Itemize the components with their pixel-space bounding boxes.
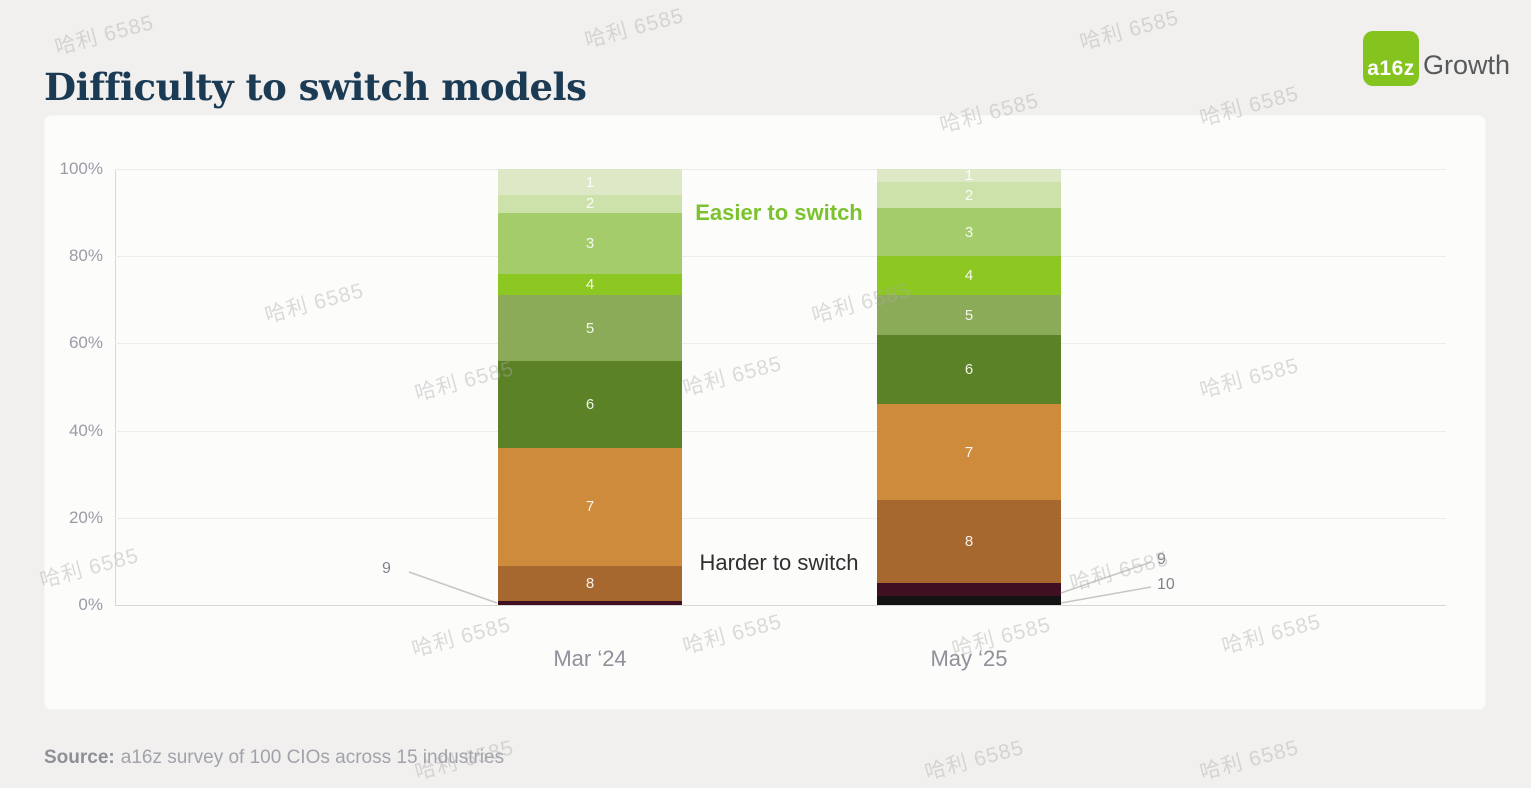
source-label: Source: <box>44 747 115 768</box>
annotation-easier-to-switch: Easier to switch <box>695 200 863 225</box>
bar-segment-4: 4 <box>498 273 682 296</box>
callout-line-may-10 <box>1060 586 1152 604</box>
bar-segment-7: 7 <box>877 404 1061 501</box>
bar-segment-6: 6 <box>877 334 1061 405</box>
y-tick-label: 60% <box>68 333 103 353</box>
segment-label: 6 <box>964 361 974 379</box>
bar-segment-7: 7 <box>498 448 682 566</box>
a16z-logo-mark: a16z <box>1363 31 1419 86</box>
gridline <box>115 343 1446 345</box>
bar-segment-5: 5 <box>877 295 1061 335</box>
segment-label: 2 <box>964 186 974 204</box>
segment-label: 4 <box>964 267 974 285</box>
bar-segment-2: 2 <box>877 182 1061 209</box>
y-tick-label: 20% <box>68 507 103 527</box>
segment-label: 1 <box>964 167 974 185</box>
segment-label: 8 <box>964 533 974 551</box>
y-tick-label: 40% <box>68 420 103 440</box>
bar-segment-1: 1 <box>498 169 682 196</box>
watermark-text: 哈利 6585 <box>52 11 157 60</box>
callout-line-may-9 <box>1060 561 1152 594</box>
segment-label: 5 <box>585 319 595 337</box>
bar-segment-6: 6 <box>498 360 682 448</box>
callout-label-mar-9: 9 <box>382 560 391 577</box>
segment-label: 3 <box>964 223 974 241</box>
source-note: Source: a16z survey of 100 CIOs across 15… <box>44 747 504 769</box>
bar-segment-2: 2 <box>498 195 682 213</box>
gridline <box>115 517 1446 519</box>
segment-label: 6 <box>585 395 595 413</box>
segment-label: 1 <box>585 173 595 191</box>
watermark-text: 哈利 6585 <box>1197 736 1302 785</box>
a16z-growth-logo: a16z Growth <box>1363 31 1510 86</box>
x-axis-line <box>115 605 1446 606</box>
segment-label: 2 <box>585 195 595 213</box>
x-tick-label: Mar ‘24 <box>553 646 627 671</box>
segment-label: 7 <box>585 498 595 516</box>
y-tick-label: 100% <box>59 159 103 178</box>
bar-segment-3: 3 <box>877 208 1061 257</box>
bar-segment-4: 4 <box>877 256 1061 296</box>
segment-label: 4 <box>585 276 595 294</box>
x-tick-label: May ‘25 <box>930 646 1008 671</box>
segment-label: 7 <box>964 443 974 461</box>
annotation-harder-to-switch: Harder to switch <box>699 550 859 575</box>
watermark-text: 哈利 6585 <box>582 4 687 53</box>
segment-label: 3 <box>585 234 595 252</box>
chart-card: 100% 80% 60% 40% 20% 0% 1 2 3 4 5 6 7 8 Mar ‘24 1 2 3 4 5 6 7… <box>44 115 1486 710</box>
segment-label: 8 <box>585 574 595 592</box>
gridline <box>115 430 1446 432</box>
bar-segment-8: 8 <box>498 565 682 601</box>
gridline <box>115 256 1446 258</box>
bar-segment-10 <box>877 596 1061 605</box>
a16z-logo-text: a16z <box>1367 57 1415 80</box>
callout-label-may-10: 10 <box>1157 576 1175 593</box>
y-axis-line <box>115 169 116 605</box>
gridline <box>115 169 1446 170</box>
callout-label-may-9: 9 <box>1157 551 1166 568</box>
bar-segment-1: 1 <box>877 167 1061 185</box>
page-title: Difficulty to switch models <box>44 64 587 109</box>
bar-segment-3: 3 <box>498 212 682 274</box>
y-tick-label: 80% <box>68 246 103 266</box>
segment-label: 5 <box>964 306 974 324</box>
bar-segment-8: 8 <box>877 500 1061 584</box>
stacked-bar-mar24: 1 2 3 4 5 6 7 8 <box>498 169 682 605</box>
watermark-text: 哈利 6585 <box>1077 6 1182 55</box>
watermark-text: 哈利 6585 <box>922 736 1027 785</box>
bar-segment-5: 5 <box>498 295 682 361</box>
bar-segment-9 <box>498 600 682 605</box>
growth-wordmark: Growth <box>1423 50 1511 80</box>
callout-line-mar-9 <box>408 571 498 604</box>
source-text: a16z survey of 100 CIOs across 15 indust… <box>120 747 505 768</box>
y-tick-label: 0% <box>78 595 103 614</box>
bar-segment-9 <box>877 583 1061 597</box>
